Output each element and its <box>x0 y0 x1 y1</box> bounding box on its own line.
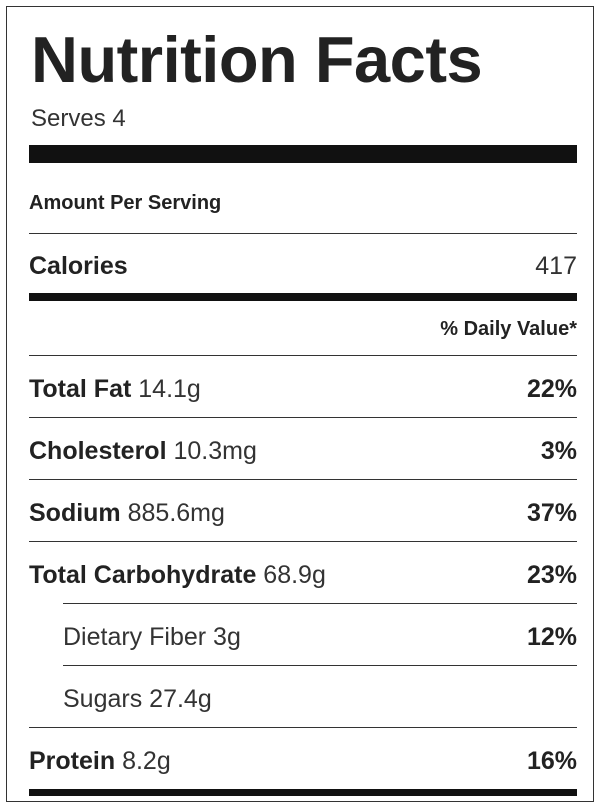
nutrient-row-total-carbohydrate: Total Carbohydrate 68.9g 23% <box>29 555 577 595</box>
label-title: Nutrition Facts <box>31 23 483 96</box>
nutrient-percent: 12% <box>526 622 577 651</box>
nutrient-row-protein: Protein 8.2g 16% <box>29 741 577 781</box>
nutrient-amount: 14.1g <box>138 374 201 403</box>
amount-per-serving-label: Amount Per Serving <box>29 191 222 214</box>
nutrient-name: Dietary Fiber <box>63 622 207 651</box>
nutrient-name: Cholesterol <box>29 436 167 465</box>
nutrient-amount: 68.9g <box>263 560 326 589</box>
divider <box>29 479 577 480</box>
calories-row: Calories 417 <box>29 249 577 283</box>
divider <box>29 541 577 542</box>
nutrient-name: Protein <box>29 746 116 775</box>
nutrient-amount: 3g <box>213 622 241 651</box>
nutrient-row-dietary-fiber: Dietary Fiber 3g 12% <box>63 617 577 657</box>
amount-per-serving-row: Amount Per Serving <box>29 187 577 219</box>
nutrition-facts-label: Nutrition Facts Serves 4 Amount Per Serv… <box>6 6 594 802</box>
divider <box>29 355 577 356</box>
divider <box>63 603 577 604</box>
daily-value-header-row: % Daily Value* <box>29 313 577 345</box>
nutrient-percent: 22% <box>526 374 577 403</box>
thick-divider <box>29 145 577 163</box>
nutrient-percent: 3% <box>540 436 577 465</box>
nutrient-row-total-fat: Total Fat 14.1g 22% <box>29 369 577 409</box>
nutrient-amount: 27.4g <box>149 684 212 713</box>
divider <box>29 727 577 728</box>
calories-value: 417 <box>535 251 577 280</box>
nutrient-row-sugars: Sugars 27.4g <box>63 679 577 719</box>
nutrient-percent: 16% <box>526 746 577 775</box>
divider <box>29 417 577 418</box>
nutrient-amount: 8.2g <box>122 746 171 775</box>
nutrient-name: Total Fat <box>29 374 132 403</box>
nutrient-percent: 23% <box>526 560 577 589</box>
nutrient-amount: 10.3mg <box>173 436 257 465</box>
nutrient-name: Sugars <box>63 684 143 713</box>
divider <box>29 233 577 234</box>
nutrient-row-sodium: Sodium 885.6mg 37% <box>29 493 577 533</box>
divider <box>63 665 577 666</box>
nutrient-row-cholesterol: Cholesterol 10.3mg 3% <box>29 431 577 471</box>
servings-text: Serves 4 <box>31 105 126 132</box>
daily-value-header: % Daily Value* <box>440 317 577 340</box>
nutrient-amount: 885.6mg <box>127 498 225 527</box>
calories-label: Calories <box>29 251 128 280</box>
nutrient-name: Sodium <box>29 498 121 527</box>
nutrient-name: Total Carbohydrate <box>29 560 257 589</box>
nutrient-percent: 37% <box>526 498 577 527</box>
medium-divider <box>29 293 577 301</box>
bottom-divider <box>29 789 577 796</box>
